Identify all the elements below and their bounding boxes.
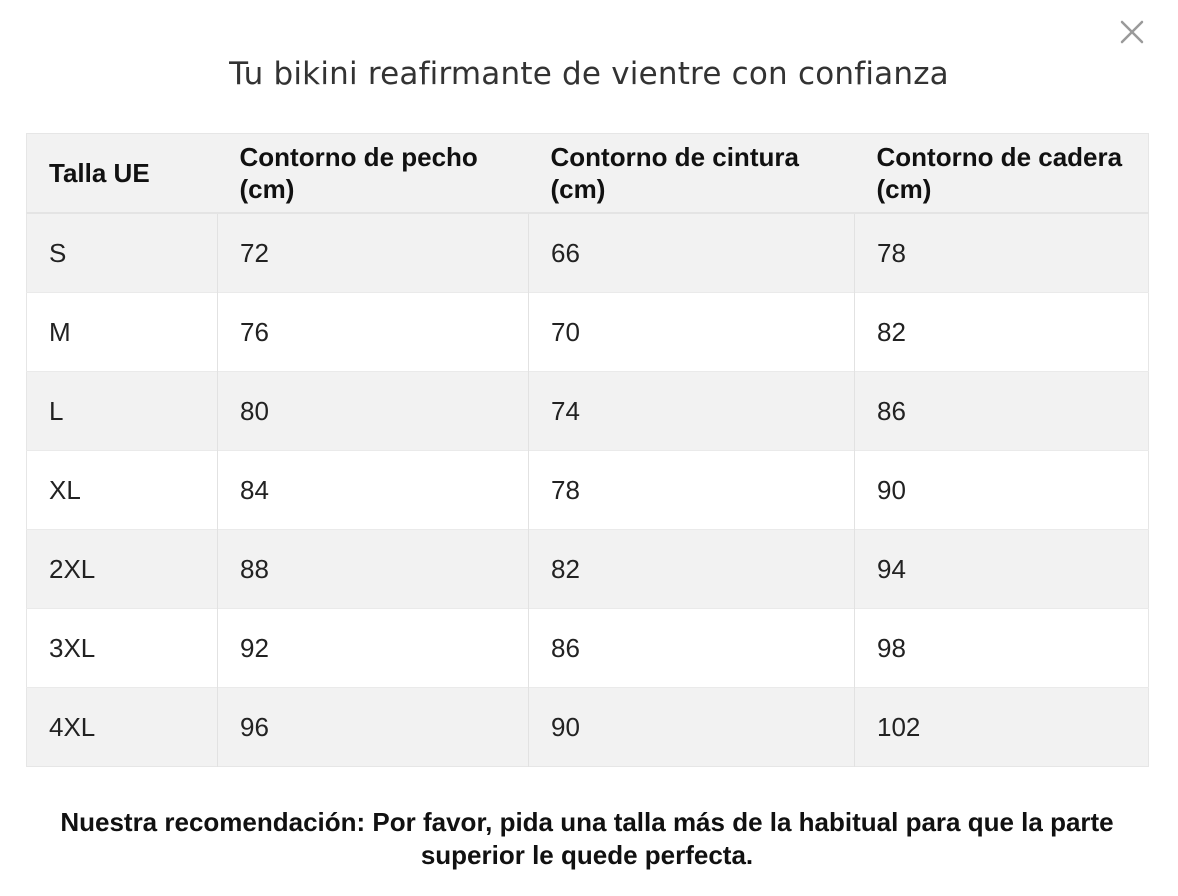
bust-cell: 80 bbox=[217, 371, 529, 451]
table-row: L 80 74 86 bbox=[26, 371, 1149, 451]
modal-title: Tu bikini reafirmante de vientre con con… bbox=[229, 56, 949, 92]
header-size: Talla UE bbox=[26, 133, 218, 214]
bust-cell: 96 bbox=[217, 687, 529, 767]
table-row: XL 84 78 90 bbox=[26, 450, 1149, 530]
hip-cell: 82 bbox=[854, 292, 1149, 372]
size-cell: S bbox=[26, 212, 218, 293]
waist-cell: 82 bbox=[528, 529, 855, 609]
size-cell: L bbox=[26, 371, 218, 451]
table-row: M 76 70 82 bbox=[26, 292, 1149, 372]
waist-cell: 70 bbox=[528, 292, 855, 372]
size-cell: 4XL bbox=[26, 687, 218, 767]
hip-cell: 86 bbox=[854, 371, 1149, 451]
bust-cell: 72 bbox=[217, 212, 529, 293]
bust-cell: 76 bbox=[217, 292, 529, 372]
header-waist: Contorno de cintura (cm) bbox=[528, 133, 855, 214]
hip-cell: 78 bbox=[854, 212, 1149, 293]
table-row: 2XL 88 82 94 bbox=[26, 529, 1149, 609]
header-bust: Contorno de pecho (cm) bbox=[217, 133, 529, 214]
bust-cell: 92 bbox=[217, 608, 529, 688]
waist-cell: 86 bbox=[528, 608, 855, 688]
table-row: 4XL 96 90 102 bbox=[26, 687, 1149, 767]
waist-cell: 66 bbox=[528, 212, 855, 293]
table-body: S 72 66 78 M 76 70 82 L 80 74 86 XL 84 78 90 2XL 88 82 94 3X… bbox=[26, 212, 1149, 767]
size-cell: XL bbox=[26, 450, 218, 530]
hip-cell: 90 bbox=[854, 450, 1149, 530]
size-table: Talla UE Contorno de pecho (cm) Contorno… bbox=[26, 133, 1149, 767]
hip-cell: 98 bbox=[854, 608, 1149, 688]
waist-cell: 90 bbox=[528, 687, 855, 767]
bust-cell: 88 bbox=[217, 529, 529, 609]
header-hip: Contorno de cadera (cm) bbox=[854, 133, 1149, 214]
waist-cell: 78 bbox=[528, 450, 855, 530]
hip-cell: 94 bbox=[854, 529, 1149, 609]
waist-cell: 74 bbox=[528, 371, 855, 451]
hip-cell: 102 bbox=[854, 687, 1149, 767]
bust-cell: 84 bbox=[217, 450, 529, 530]
close-icon bbox=[1120, 20, 1144, 44]
size-cell: 2XL bbox=[26, 529, 218, 609]
recommendation-text: Nuestra recomendación: Por favor, pida u… bbox=[60, 807, 1114, 870]
table-row: 3XL 92 86 98 bbox=[26, 608, 1149, 688]
size-cell: 3XL bbox=[26, 608, 218, 688]
table-row: S 72 66 78 bbox=[26, 212, 1149, 293]
size-cell: M bbox=[26, 292, 218, 372]
table-header-row: Talla UE Contorno de pecho (cm) Contorno… bbox=[26, 133, 1149, 214]
close-button[interactable] bbox=[1114, 14, 1150, 50]
